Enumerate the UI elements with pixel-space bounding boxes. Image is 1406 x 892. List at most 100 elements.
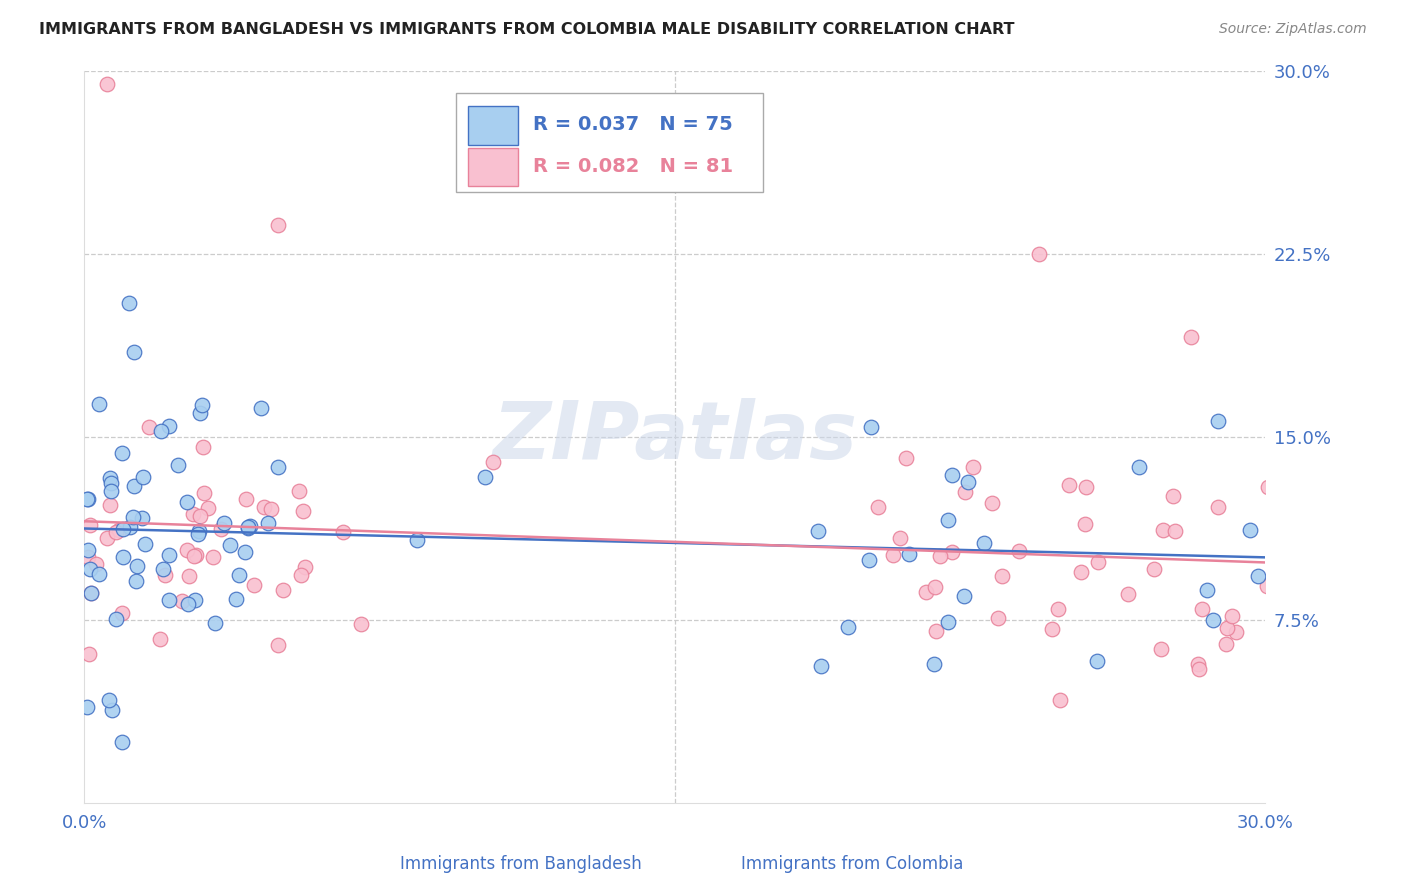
Point [1070, 565, 1092, 579]
Point [131, 511, 153, 525]
Point [938, 615, 960, 629]
Text: R = 0.037   N = 75: R = 0.037 N = 75 [533, 114, 733, 134]
Point [406, 533, 429, 548]
Point [925, 624, 948, 639]
Point [267, 638, 290, 652]
Point [111, 735, 134, 749]
Text: IMMIGRANTS FROM BANGLADESH VS IMMIGRANTS FROM COLOMBIA MALE DISABILITY CORRELATI: IMMIGRANTS FROM BANGLADESH VS IMMIGRANTS… [39, 22, 1015, 37]
Point [204, 615, 226, 630]
Point [239, 518, 262, 533]
Point [132, 469, 155, 483]
Point [915, 585, 938, 599]
Point [941, 467, 963, 482]
Point [1164, 524, 1187, 539]
Point [98, 498, 121, 512]
Point [197, 500, 219, 515]
Point [201, 549, 224, 564]
Point [212, 516, 235, 531]
Point [236, 521, 259, 535]
Point [134, 537, 156, 551]
Point [288, 484, 311, 499]
Point [1180, 330, 1202, 344]
Point [104, 612, 127, 626]
Point [332, 524, 354, 539]
Point [80, 586, 103, 600]
Text: ZIPatlas: ZIPatlas [492, 398, 858, 476]
Point [810, 658, 832, 673]
Point [79, 586, 101, 600]
Point [181, 507, 204, 521]
Point [1215, 637, 1237, 651]
Point [936, 512, 959, 526]
Point [157, 418, 180, 433]
Point [184, 592, 207, 607]
Point [1206, 500, 1229, 515]
Point [176, 495, 198, 509]
Point [290, 568, 312, 582]
Point [1239, 524, 1261, 538]
Point [96, 531, 118, 545]
Point [125, 559, 148, 574]
Point [79, 562, 101, 576]
Point [1028, 247, 1050, 261]
Point [253, 500, 276, 515]
Point [242, 578, 264, 592]
Point [259, 502, 281, 516]
Point [896, 450, 918, 465]
Point [77, 550, 100, 565]
Point [157, 548, 180, 562]
Point [176, 598, 198, 612]
Point [1216, 621, 1239, 635]
Point [76, 492, 98, 507]
Point [184, 549, 207, 563]
Point [228, 568, 250, 582]
Point [1074, 517, 1097, 532]
Point [858, 553, 880, 567]
Point [105, 524, 128, 539]
Point [100, 476, 122, 491]
Point [922, 657, 945, 671]
FancyBboxPatch shape [468, 148, 517, 186]
Point [87, 397, 110, 411]
Point [111, 522, 134, 536]
Point [149, 424, 172, 438]
Point [98, 693, 121, 707]
Point [1256, 579, 1278, 593]
Point [96, 77, 118, 91]
Point [233, 545, 256, 559]
Point [1257, 480, 1279, 494]
Point [292, 504, 315, 518]
Point [166, 458, 188, 472]
Point [108, 523, 131, 537]
Point [1220, 609, 1243, 624]
Point [1116, 587, 1139, 601]
Point [928, 549, 950, 564]
FancyBboxPatch shape [457, 94, 763, 192]
Point [188, 406, 211, 420]
Point [990, 569, 1012, 583]
Point [981, 496, 1004, 510]
Point [187, 524, 209, 538]
Point [807, 524, 830, 538]
Point [257, 516, 280, 530]
Point [120, 520, 142, 534]
Point [176, 543, 198, 558]
Point [1143, 562, 1166, 576]
Point [122, 479, 145, 493]
Point [157, 593, 180, 607]
Point [474, 470, 496, 484]
Point [100, 703, 122, 717]
Point [897, 547, 920, 561]
Point [1085, 654, 1108, 668]
FancyBboxPatch shape [468, 106, 517, 145]
Point [112, 550, 135, 565]
Point [987, 611, 1010, 625]
Text: Immigrants from Colombia: Immigrants from Colombia [741, 855, 963, 873]
Point [188, 508, 211, 523]
Text: Immigrants from Bangladesh: Immigrants from Bangladesh [401, 855, 643, 873]
Point [889, 531, 911, 545]
Point [98, 471, 121, 485]
Point [84, 558, 107, 572]
Point [952, 589, 974, 603]
Point [1007, 544, 1029, 558]
